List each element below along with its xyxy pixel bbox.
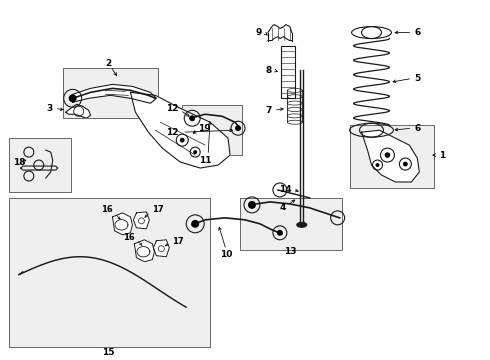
Text: 10: 10 [220, 250, 232, 259]
Circle shape [189, 115, 195, 121]
Bar [281, 45, 295, 98]
Circle shape [248, 201, 256, 209]
Text: 3: 3 [47, 104, 53, 113]
Circle shape [180, 138, 185, 143]
Bar [9, 198, 210, 347]
Text: 16: 16 [101, 206, 113, 215]
Text: 6: 6 [415, 124, 420, 133]
Circle shape [375, 163, 379, 167]
Text: 8: 8 [266, 66, 272, 75]
Text: 7: 7 [266, 106, 272, 115]
Ellipse shape [297, 222, 307, 227]
Circle shape [385, 152, 390, 158]
Text: 5: 5 [415, 74, 420, 83]
Text: 9: 9 [256, 28, 262, 37]
Bar [182, 105, 242, 155]
Circle shape [403, 162, 408, 166]
Text: 12: 12 [166, 104, 178, 113]
Text: 17: 17 [172, 237, 184, 246]
Polygon shape [362, 130, 419, 182]
Text: 15: 15 [102, 348, 115, 357]
Bar [63, 68, 158, 118]
Text: 18: 18 [13, 158, 25, 167]
Polygon shape [134, 240, 154, 262]
Polygon shape [133, 212, 149, 229]
Text: 2: 2 [105, 59, 112, 68]
Circle shape [69, 94, 76, 102]
Text: 6: 6 [415, 28, 420, 37]
Circle shape [193, 150, 197, 154]
Text: 14: 14 [279, 185, 292, 194]
Polygon shape [153, 240, 169, 257]
Text: 17: 17 [152, 206, 164, 215]
Text: 19: 19 [198, 124, 211, 133]
Text: 4: 4 [279, 203, 286, 212]
Circle shape [277, 230, 283, 236]
Text: 11: 11 [199, 156, 211, 165]
Bar [240, 198, 342, 250]
Polygon shape [113, 213, 132, 235]
Polygon shape [66, 104, 91, 118]
Text: 12: 12 [166, 128, 178, 137]
Text: 16: 16 [122, 233, 134, 242]
Bar [9, 138, 71, 192]
Circle shape [235, 125, 241, 131]
Polygon shape [73, 84, 156, 103]
Text: 13: 13 [284, 247, 296, 256]
Text: 1: 1 [439, 150, 445, 159]
Polygon shape [130, 92, 230, 168]
Bar [349, 125, 434, 188]
Circle shape [191, 220, 199, 228]
